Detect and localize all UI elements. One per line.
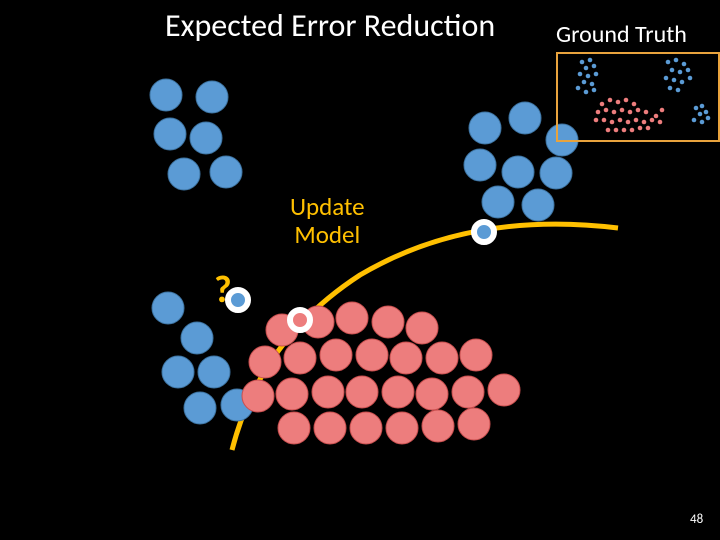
slide-title: Expected Error Reduction: [165, 6, 495, 45]
slide-number: 48: [690, 512, 703, 527]
update-model-label: Update Model: [290, 193, 365, 248]
ground-truth-label: Ground Truth: [556, 20, 687, 49]
ground-truth-box: [556, 52, 720, 142]
question-mark: ?: [214, 267, 232, 313]
update-line1: Update: [290, 191, 365, 222]
update-line2: Model: [294, 219, 360, 250]
